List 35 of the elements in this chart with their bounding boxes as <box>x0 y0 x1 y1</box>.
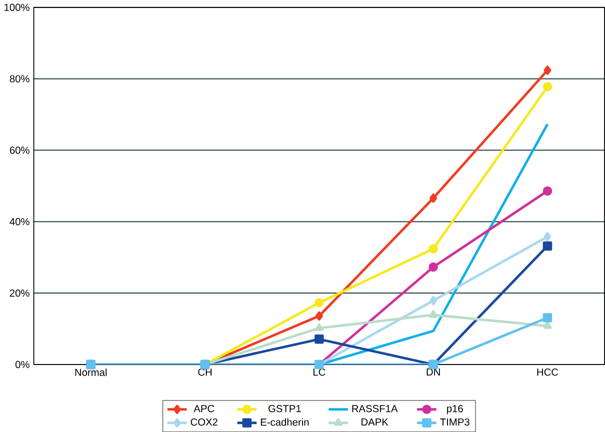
y-tick-label: 40% <box>10 218 30 226</box>
legend-label: RASSF1A <box>352 404 398 412</box>
x-tick-label: HCC <box>537 368 558 376</box>
point <box>543 321 552 329</box>
x-tick-label: DN <box>426 368 440 376</box>
point <box>542 186 552 196</box>
x-tick-label: LC <box>314 368 326 376</box>
point <box>544 232 552 242</box>
point <box>429 310 438 318</box>
legend-label: APC <box>194 404 214 412</box>
y-tick-label: 20% <box>10 289 30 297</box>
point <box>542 82 552 92</box>
point <box>430 193 438 203</box>
point <box>542 241 552 251</box>
point <box>430 296 438 306</box>
point <box>314 298 324 308</box>
y-tick-label: 100% <box>4 4 30 11</box>
point <box>428 262 438 272</box>
legend-label: COX2 <box>190 418 218 426</box>
legend-label: p16 <box>447 404 463 414</box>
point <box>314 334 324 344</box>
x-tick-label: CH <box>198 368 212 376</box>
y-tick-label: 80% <box>10 75 30 82</box>
point <box>544 66 552 75</box>
legend-label: GSTP1 <box>268 404 301 412</box>
x-tick-label: Normal <box>75 368 107 376</box>
y-tick-label: 0% <box>15 360 30 368</box>
point <box>314 323 324 331</box>
point <box>315 311 323 321</box>
legend-label: DAPK <box>362 418 388 426</box>
legend-label: E-cadherin <box>260 418 309 426</box>
point <box>428 244 438 254</box>
legend-label: TIMP3 <box>440 418 470 426</box>
y-tick-label: 60% <box>10 146 30 154</box>
point <box>542 313 552 322</box>
